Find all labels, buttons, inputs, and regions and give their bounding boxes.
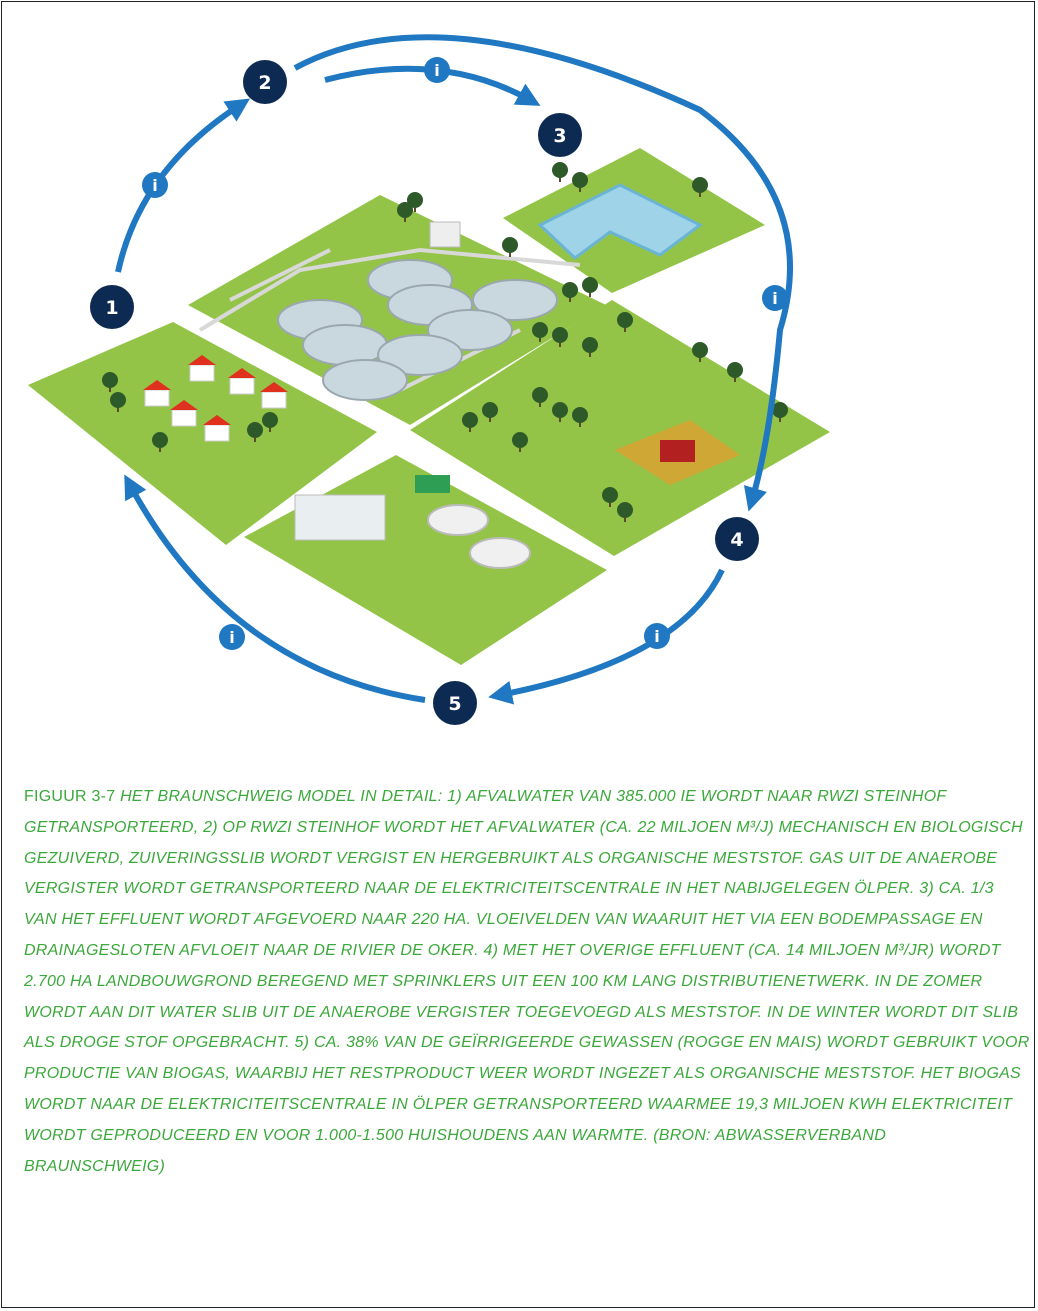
step-circle	[243, 60, 287, 104]
cycle: 1 2 3 4 5 i i i i i	[90, 34, 793, 725]
caption: FIGUUR 3-7 HET BRAUNSCHWEIG MODEL IN DET…	[24, 782, 1030, 1182]
step-badge: 1	[90, 285, 134, 329]
digester	[427, 504, 489, 536]
wetland-water	[537, 183, 703, 260]
info-circle	[424, 57, 450, 83]
house	[189, 364, 215, 382]
info-letter: i	[229, 628, 234, 647]
arrow	[293, 34, 793, 512]
info-icon: i	[644, 623, 670, 649]
tree	[502, 237, 518, 253]
tree	[397, 202, 413, 218]
arrow	[115, 98, 251, 273]
tree	[602, 487, 618, 503]
step-circle	[433, 681, 477, 725]
tree	[772, 402, 788, 418]
info-icon: i	[424, 57, 450, 83]
tree	[532, 387, 548, 403]
info-circle	[644, 623, 670, 649]
harvester	[660, 440, 695, 462]
tank	[472, 279, 558, 321]
tank	[302, 324, 388, 366]
tree	[617, 312, 633, 328]
info-circle	[142, 172, 168, 198]
tank	[322, 359, 408, 401]
caption-label: FIGUUR 3-7	[24, 788, 116, 805]
tree	[692, 177, 708, 193]
roof	[143, 380, 171, 390]
info-letter: i	[654, 627, 659, 646]
step-badge: 3	[538, 113, 582, 157]
tree	[572, 407, 588, 423]
tree	[727, 362, 743, 378]
house	[261, 391, 287, 409]
house	[204, 424, 230, 442]
tree	[692, 342, 708, 358]
step-badge: 2	[243, 60, 287, 104]
info-icon: i	[219, 624, 245, 650]
info-circle	[762, 285, 788, 311]
info-letter: i	[772, 289, 777, 308]
tree	[532, 322, 548, 338]
info-letter: i	[434, 61, 439, 80]
roof	[228, 368, 256, 378]
step-circle	[715, 517, 759, 561]
house	[229, 377, 255, 395]
tree	[152, 432, 168, 448]
roof	[170, 400, 198, 410]
step-circle	[538, 113, 582, 157]
step-number: 5	[448, 693, 461, 715]
tree	[102, 372, 118, 388]
tree	[552, 327, 568, 343]
step-circle	[90, 285, 134, 329]
step-badge: 5	[433, 681, 477, 725]
step-number: 1	[105, 297, 118, 319]
info-circle	[219, 624, 245, 650]
roof	[188, 355, 216, 365]
tile-fields	[410, 300, 830, 556]
digester	[469, 537, 531, 569]
decorations	[102, 162, 788, 569]
tree	[552, 402, 568, 418]
arrow	[488, 568, 725, 705]
house	[144, 389, 170, 407]
tank	[377, 334, 463, 376]
caption-text: HET BRAUNSCHWEIG MODEL IN DETAIL: 1) AFV…	[24, 788, 1030, 1175]
building	[294, 494, 386, 541]
tree	[582, 337, 598, 353]
tree	[262, 412, 278, 428]
tree	[247, 422, 263, 438]
tree	[552, 162, 568, 178]
tree	[562, 282, 578, 298]
control-building	[429, 221, 461, 248]
roof	[260, 382, 288, 392]
info-icon: i	[762, 285, 788, 311]
step-badge: 4	[715, 517, 759, 561]
arrow	[124, 474, 426, 703]
tree	[482, 402, 498, 418]
tree	[512, 432, 528, 448]
tree	[617, 502, 633, 518]
tree	[582, 277, 598, 293]
tree	[407, 192, 423, 208]
tree	[462, 412, 478, 428]
info-icon: i	[142, 172, 168, 198]
truck	[415, 475, 450, 493]
house	[171, 409, 197, 427]
info-letter: i	[152, 176, 157, 195]
step-number: 3	[553, 125, 566, 147]
step-number: 4	[730, 529, 743, 551]
roof	[203, 415, 231, 425]
tree	[572, 172, 588, 188]
step-number: 2	[258, 72, 271, 94]
tree	[110, 392, 126, 408]
illustration: 1 2 3 4 5 i i i i i	[28, 34, 830, 725]
